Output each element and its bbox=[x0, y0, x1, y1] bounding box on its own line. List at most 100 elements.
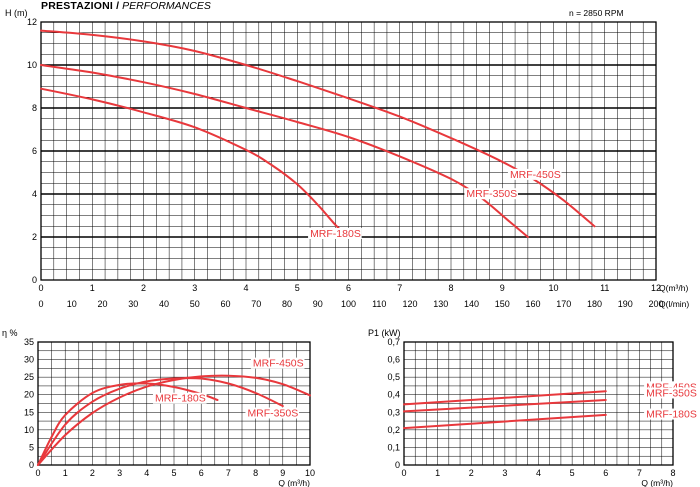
head-y-tick-label: 0 bbox=[32, 275, 37, 285]
power-x-tick-label: 7 bbox=[637, 468, 642, 478]
head-x2-tick-label: 180 bbox=[587, 299, 602, 309]
head-y-tick-label: 4 bbox=[32, 189, 37, 199]
head-x2-tick-label: 20 bbox=[97, 299, 107, 309]
power-label-bg bbox=[644, 387, 698, 399]
efficiency-series-label-mrf-180s: MRF-180S bbox=[155, 393, 206, 405]
head-x2-tick-label: 110 bbox=[372, 299, 386, 309]
head-x2-tick-label: 50 bbox=[190, 299, 200, 309]
head-x2-tick-label: 140 bbox=[464, 299, 479, 309]
head-curve-mrf-450s bbox=[40, 29, 596, 228]
head-series-label-mrf-450s: MRF-450S bbox=[510, 169, 561, 181]
power-x-tick-label: 2 bbox=[469, 468, 474, 478]
head-x-tick-label: 9 bbox=[500, 283, 505, 293]
power-x-tick-label: 5 bbox=[570, 468, 575, 478]
power-y-tick-label: 0,2 bbox=[387, 425, 400, 435]
head-x2-tick-label: 80 bbox=[282, 299, 292, 309]
efficiency-y-axis-label: η % bbox=[2, 328, 18, 338]
power-y-tick-label: 0,7 bbox=[387, 337, 400, 347]
head-series-label-mrf-180s: MRF-180S bbox=[310, 228, 361, 240]
head-x2-tick-label: 0 bbox=[38, 299, 43, 309]
head-x-tick-label: 6 bbox=[346, 283, 351, 293]
head-x2-tick-label: 90 bbox=[313, 299, 323, 309]
efficiency-x-tick-label: 1 bbox=[63, 468, 68, 478]
efficiency-frame bbox=[37, 341, 311, 466]
efficiency-y-tick-label: 25 bbox=[24, 372, 34, 382]
power-y-tick-label: 0,5 bbox=[387, 372, 400, 382]
head-y-tick-label: 2 bbox=[32, 232, 37, 242]
power-x-tick-label: 4 bbox=[536, 468, 541, 478]
head-x2-tick-label: 120 bbox=[402, 299, 417, 309]
head-series-label-mrf-350s: MRF-350S bbox=[466, 188, 517, 200]
efficiency-curve-mrf-350s bbox=[37, 377, 284, 466]
power-label-bg bbox=[644, 381, 698, 393]
efficiency-y-tick-label: 20 bbox=[24, 390, 34, 400]
head-x2-tick-label: 10 bbox=[67, 299, 77, 309]
page-title: PRESTAZIONI / PERFORMANCES bbox=[41, 0, 211, 12]
efficiency-x-tick-label: 3 bbox=[117, 468, 122, 478]
power-x-tick-label: 0 bbox=[401, 468, 406, 478]
head-curve-mrf-350s bbox=[40, 64, 529, 238]
efficiency-series-label-mrf-450s: MRF-450S bbox=[253, 358, 304, 370]
efficiency-y-tick-label: 10 bbox=[24, 425, 34, 435]
head-y-tick-label: 10 bbox=[27, 60, 37, 70]
efficiency-x-tick-label: 4 bbox=[144, 468, 149, 478]
efficiency-x-tick-label: 2 bbox=[90, 468, 95, 478]
head-x-tick-label: 2 bbox=[141, 283, 146, 293]
efficiency-label-bg bbox=[250, 357, 305, 369]
efficiency-x-tick-label: 8 bbox=[253, 468, 258, 478]
power-x-tick-label: 8 bbox=[670, 468, 675, 478]
power-curve-mrf-350s bbox=[403, 399, 607, 413]
head-x2-tick-label: 100 bbox=[341, 299, 356, 309]
efficiency-x-tick-label: 5 bbox=[171, 468, 176, 478]
efficiency-curve-mrf-450s bbox=[37, 374, 311, 466]
efficiency-y-tick-label: 15 bbox=[24, 407, 34, 417]
efficiency-series-label-mrf-350s: MRF-350S bbox=[247, 408, 298, 420]
head-x2-tick-label: 160 bbox=[525, 299, 540, 309]
head-x-tick-label: 1 bbox=[90, 283, 95, 293]
efficiency-y-tick-label: 5 bbox=[29, 442, 34, 452]
title-italic: PERFORMANCES bbox=[122, 0, 211, 12]
power-x-axis-label: Q (m³/h) bbox=[641, 478, 673, 487]
power-series-label-mrf-180s: MRF-180S bbox=[646, 409, 697, 421]
head-x-tick-label: 5 bbox=[295, 283, 300, 293]
efficiency-label-bg bbox=[245, 407, 300, 419]
head-x-tick-label: 3 bbox=[192, 283, 197, 293]
head-x2-tick-label: 190 bbox=[618, 299, 633, 309]
head-x2-tick-label: 170 bbox=[556, 299, 571, 309]
head-x2-tick-label: 130 bbox=[433, 299, 448, 309]
efficiency-x-tick-label: 0 bbox=[35, 468, 40, 478]
head-label-bg bbox=[464, 188, 518, 200]
head-x-tick-label: 4 bbox=[243, 283, 248, 293]
power-label-bg bbox=[644, 408, 698, 420]
head-x-tick-label: 10 bbox=[548, 283, 558, 293]
efficiency-x-tick-label: 10 bbox=[305, 468, 315, 478]
efficiency-x-tick-label: 7 bbox=[226, 468, 231, 478]
power-y-tick-label: 0,3 bbox=[387, 407, 400, 417]
head-x2-tick-label: 70 bbox=[251, 299, 261, 309]
head-x-tick-label: 7 bbox=[397, 283, 402, 293]
efficiency-y-tick-label: 30 bbox=[24, 355, 34, 365]
power-curve-mrf-180s bbox=[403, 413, 607, 430]
efficiency-y-tick-label: 35 bbox=[24, 337, 34, 347]
power-curve-mrf-450s bbox=[403, 390, 607, 406]
power-x-tick-label: 1 bbox=[435, 468, 440, 478]
head-y-axis-label: H (m) bbox=[5, 8, 28, 18]
power-y-tick-label: 0,4 bbox=[387, 390, 400, 400]
efficiency-x-axis-label: Q (m³/h) bbox=[278, 478, 310, 487]
head-y-tick-label: 12 bbox=[27, 17, 37, 27]
power-y-axis-label: P1 (kW) bbox=[368, 328, 401, 338]
efficiency-y-tick-label: 0 bbox=[29, 460, 34, 470]
head-x2-tick-label: 150 bbox=[495, 299, 510, 309]
head-x2-axis-label: Q(l/min) bbox=[659, 299, 689, 309]
power-x-tick-label: 6 bbox=[603, 468, 608, 478]
power-y-tick-label: 0 bbox=[395, 460, 400, 470]
speed-label: n = 2850 RPM bbox=[569, 8, 624, 18]
head-x-tick-label: 12 bbox=[651, 283, 661, 293]
head-y-tick-label: 6 bbox=[32, 146, 37, 156]
power-x-tick-label: 3 bbox=[502, 468, 507, 478]
head-x-axis-label: Q(m³/h) bbox=[659, 283, 688, 293]
head-x2-tick-label: 60 bbox=[220, 299, 230, 309]
head-curve-mrf-180s bbox=[40, 87, 347, 236]
